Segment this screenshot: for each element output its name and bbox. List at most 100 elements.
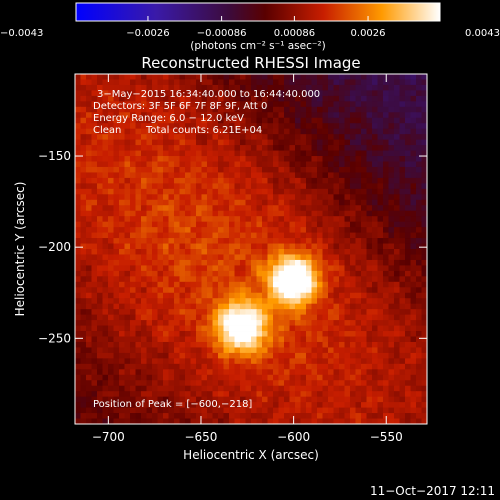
heatmap-cell	[185, 134, 191, 141]
heatmap-cell	[383, 309, 389, 316]
heatmap-cell	[256, 123, 263, 130]
heatmap-cell	[405, 243, 411, 250]
heatmap-cell	[196, 309, 202, 316]
heatmap-cell	[278, 276, 285, 283]
heatmap-cell	[190, 402, 197, 408]
heatmap-cell	[317, 183, 323, 190]
heatmap-cell	[102, 145, 109, 151]
heatmap-cell	[119, 325, 125, 332]
heatmap-cell	[339, 292, 345, 299]
heatmap-cell	[333, 188, 340, 195]
heatmap-cell	[179, 407, 186, 414]
heatmap-cell	[394, 238, 400, 244]
heatmap-cell	[80, 106, 87, 113]
heatmap-cell	[185, 90, 191, 97]
heatmap-cell	[262, 341, 268, 348]
heatmap-cell	[75, 90, 81, 97]
heatmap-cell	[86, 265, 92, 272]
heatmap-cell	[86, 101, 92, 108]
heatmap-cell	[350, 74, 356, 80]
heatmap-cell	[146, 79, 153, 86]
heatmap-cell	[113, 374, 120, 381]
heatmap-cell	[355, 380, 362, 387]
heatmap-cell	[295, 150, 301, 157]
heatmap-cell	[394, 112, 400, 119]
heatmap-cell	[130, 402, 136, 408]
heatmap-cell	[152, 298, 158, 305]
heatmap-cell	[240, 188, 246, 195]
heatmap-cell	[174, 232, 180, 239]
heatmap-cell	[317, 281, 323, 288]
heatmap-cell	[300, 199, 307, 206]
heatmap-cell	[300, 249, 307, 255]
heatmap-cell	[146, 199, 153, 206]
heatmap-cell	[300, 309, 307, 316]
heatmap-cell	[86, 363, 92, 370]
heatmap-cell	[350, 161, 356, 168]
heatmap-cell	[185, 205, 191, 212]
heatmap-cell	[267, 363, 274, 370]
heatmap-cell	[300, 128, 307, 135]
heatmap-cell	[333, 216, 340, 223]
heatmap-cell	[113, 292, 120, 299]
heatmap-cell	[234, 418, 241, 424]
heatmap-cell	[300, 265, 307, 272]
heatmap-cell	[377, 172, 384, 179]
heatmap-cell	[141, 418, 147, 424]
heatmap-cell	[141, 177, 147, 184]
heatmap-cell	[86, 407, 92, 414]
heatmap-cell	[91, 276, 98, 283]
heatmap-cell	[185, 101, 191, 108]
heatmap-cell	[295, 210, 301, 217]
heatmap-cell	[80, 407, 87, 414]
heatmap-cell	[234, 407, 241, 414]
heatmap-cell	[317, 84, 323, 91]
heatmap-cell	[333, 320, 340, 326]
heatmap-cell	[102, 243, 109, 250]
heatmap-cell	[306, 402, 312, 408]
heatmap-cell	[185, 287, 191, 294]
heatmap-cell	[311, 352, 318, 359]
heatmap-cell	[306, 413, 312, 419]
heatmap-cell	[135, 363, 142, 370]
heatmap-cell	[212, 396, 219, 403]
heatmap-cell	[333, 150, 340, 157]
heatmap-cell	[141, 106, 147, 113]
heatmap-cell	[212, 341, 219, 348]
heatmap-cell	[201, 325, 208, 332]
heatmap-cell	[372, 298, 378, 305]
heatmap-cell	[361, 407, 367, 414]
heatmap-cell	[295, 112, 301, 119]
heatmap-cell	[284, 123, 290, 130]
heatmap-cell	[394, 161, 400, 168]
heatmap-cell	[130, 358, 136, 365]
heatmap-cell	[383, 221, 389, 228]
heatmap-cell	[399, 227, 406, 233]
heatmap-cell	[383, 413, 389, 419]
heatmap-cell	[306, 205, 312, 212]
heatmap-cell	[174, 139, 180, 146]
heatmap-cell	[322, 391, 329, 398]
heatmap-cell	[399, 325, 406, 332]
heatmap-cell	[179, 358, 186, 365]
heatmap-cell	[75, 117, 81, 124]
heatmap-cell	[251, 188, 257, 195]
heatmap-cell	[394, 407, 400, 414]
heatmap-cell	[168, 309, 175, 316]
heatmap-cell	[256, 407, 263, 414]
heatmap-cell	[146, 380, 153, 387]
heatmap-cell	[86, 74, 92, 80]
heatmap-cell	[383, 166, 389, 173]
heatmap-cell	[157, 314, 164, 321]
heatmap-cell	[97, 205, 103, 212]
heatmap-cell	[119, 210, 125, 217]
heatmap-cell	[306, 270, 312, 277]
heatmap-cell	[185, 106, 191, 113]
heatmap-cell	[355, 249, 362, 255]
heatmap-cell	[251, 150, 257, 157]
heatmap-cell	[267, 74, 274, 80]
heatmap-cell	[350, 352, 356, 359]
heatmap-cell	[229, 232, 235, 239]
heatmap-cell	[185, 331, 191, 337]
heatmap-cell	[339, 331, 345, 337]
